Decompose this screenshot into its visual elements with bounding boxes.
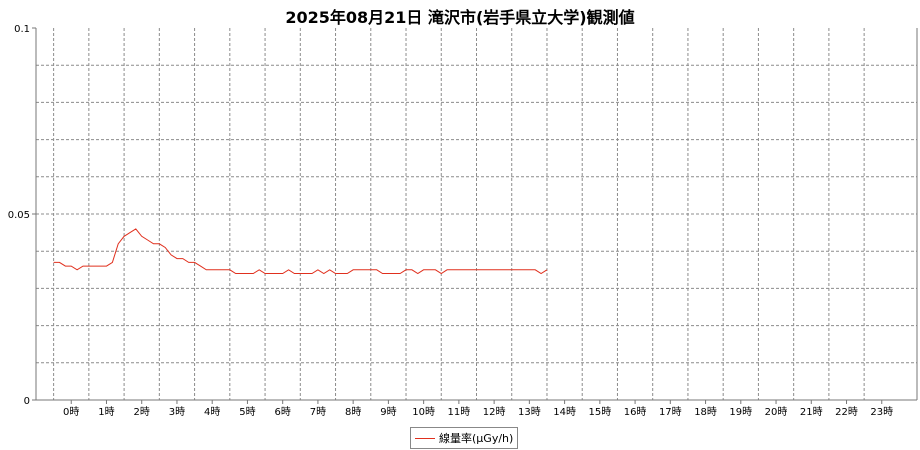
x-tick-label: 4時: [204, 406, 220, 418]
x-tick-label: 8時: [345, 406, 361, 418]
x-tick-label: 14時: [553, 406, 576, 418]
x-tick-label: 10時: [412, 406, 435, 418]
x-tick-label: 19時: [729, 406, 752, 418]
x-tick-label: 2時: [134, 406, 150, 418]
x-tick-label: 7時: [310, 406, 326, 418]
x-tick-label: 21時: [800, 406, 823, 418]
x-tick-label: 13時: [518, 406, 541, 418]
x-tick-label: 22時: [835, 406, 858, 418]
x-tick-label: 15時: [588, 406, 611, 418]
x-tick-label: 3時: [169, 406, 185, 418]
legend: 線量率(μGy/h): [410, 427, 519, 449]
x-tick-label: 6時: [274, 406, 290, 418]
x-tick-label: 1時: [98, 406, 114, 418]
legend-label: 線量率(μGy/h): [439, 432, 514, 445]
x-tick-label: 11時: [448, 406, 471, 418]
y-tick-label: 0: [24, 396, 30, 407]
y-tick-label: 0.1: [14, 24, 30, 35]
x-tick-label: 12時: [483, 406, 506, 418]
x-tick-label: 18時: [694, 406, 717, 418]
x-tick-label: 16時: [624, 406, 647, 418]
chart-title: 2025年08月21日 滝沢市(岩手県立大学)観測値: [285, 8, 635, 27]
x-tick-label: 17時: [659, 406, 682, 418]
x-tick-label: 0時: [63, 406, 79, 418]
series-line: [53, 228, 548, 275]
x-tick-label: 5時: [239, 406, 255, 418]
legend-swatch: [415, 437, 435, 439]
x-tick-label: 23時: [870, 406, 893, 418]
x-tick-label: 9時: [380, 406, 396, 418]
x-tick-label: 20時: [765, 406, 788, 418]
y-tick-label: 0.05: [8, 210, 30, 221]
